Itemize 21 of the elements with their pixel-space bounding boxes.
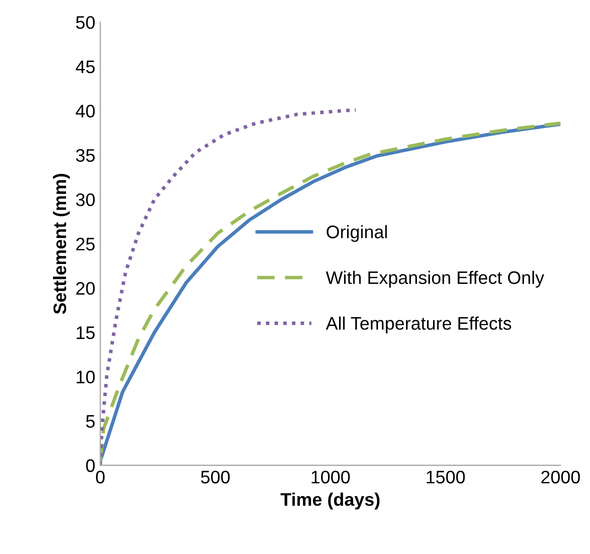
legend-label: With Expansion Effect Only (326, 270, 544, 288)
legend-label: All Temperature Effects (326, 316, 512, 334)
y-axis-title: Settlement (mm) (52, 174, 70, 314)
y-tick-label: 30 (76, 193, 95, 206)
x-tick-label: 1000 (312, 470, 350, 484)
y-tick-label: 45 (76, 60, 95, 74)
y-tick-label: 15 (76, 326, 95, 340)
y-tick-label: 40 (76, 104, 95, 118)
x-tick-label: 1500 (426, 470, 465, 484)
y-tick-label: 20 (76, 282, 95, 295)
x-tick-label: 2000 (541, 470, 580, 484)
y-tick-label: 50 (76, 16, 95, 29)
y-tick-label: 5 (86, 415, 95, 428)
legend-label: Original (326, 225, 387, 242)
y-tick-label: 25 (76, 238, 95, 250)
x-tick-label: 0 (96, 470, 105, 484)
y-tick-label: 0 (86, 459, 95, 472)
y-tick-label: 10 (76, 370, 95, 384)
y-tick-label: 35 (76, 149, 95, 162)
x-tick-label: 500 (201, 470, 230, 484)
x-axis-title: Time (days) (280, 492, 380, 510)
